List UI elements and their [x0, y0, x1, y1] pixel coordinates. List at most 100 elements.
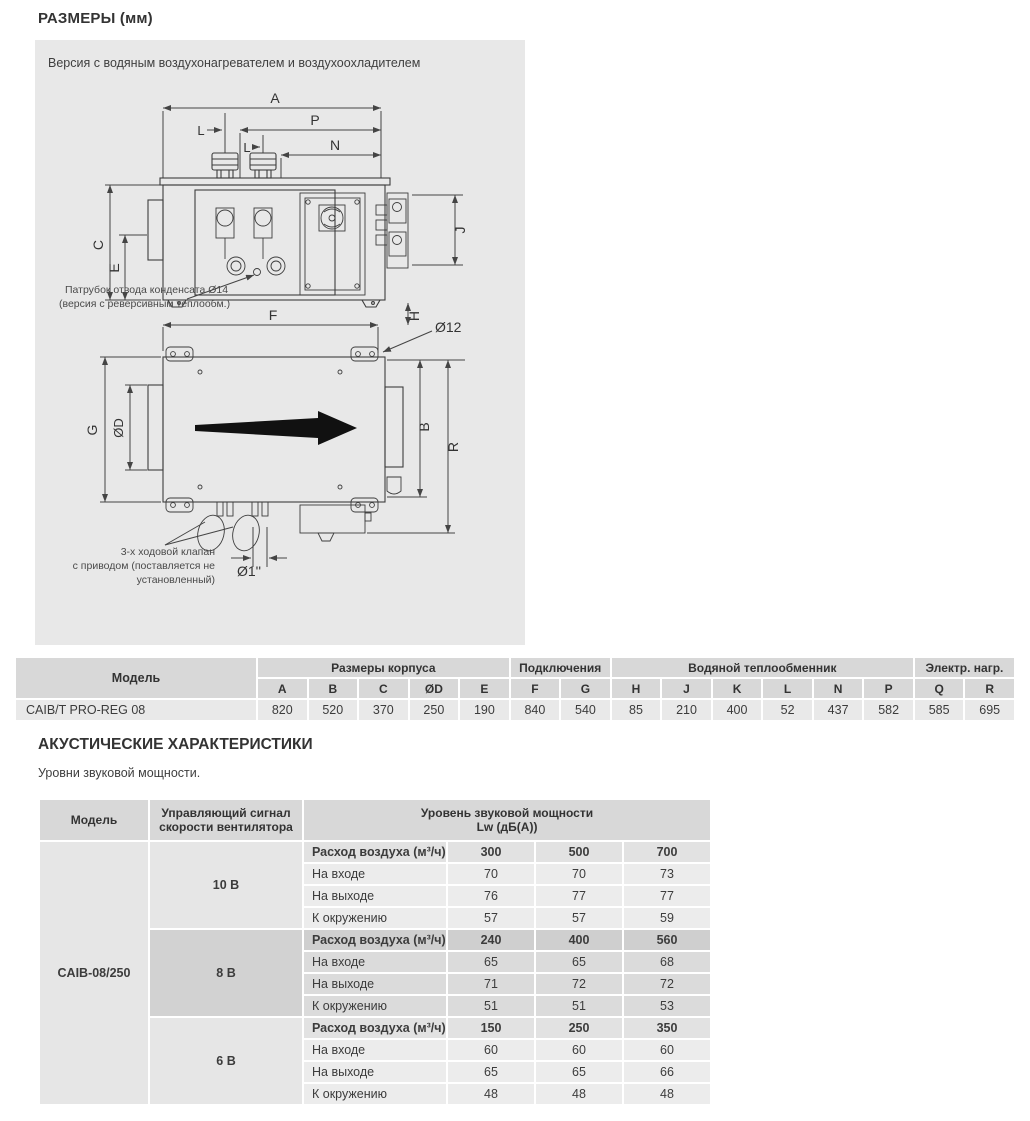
dims-value: 540 [561, 700, 610, 720]
ac-value: 76 [448, 886, 534, 906]
dim-d1: Ø1'' [237, 563, 261, 579]
dim-e: E [106, 263, 122, 272]
page-title: РАЗМЕРЫ (мм) [38, 10, 153, 27]
ac-value: 400 [536, 930, 622, 950]
dims-col: R [965, 679, 1014, 698]
dim-d12: Ø12 [435, 319, 462, 335]
dim-a: A [270, 90, 280, 106]
acoustics-table: Модель Управляющий сигнал скорости венти… [38, 798, 712, 1106]
ac-value: 60 [448, 1040, 534, 1060]
ac-value: 300 [448, 842, 534, 862]
dim-h: H [406, 311, 422, 321]
table-row: 8 В Расход воздуха (м³/ч) 240 400 560 [40, 930, 711, 1016]
ac-value: 77 [536, 886, 622, 906]
dim-j: J [452, 227, 468, 234]
ac-flow-label: Расход воздуха (м³/ч) [304, 1018, 446, 1038]
note-valve-3: установленный) [137, 574, 215, 586]
ac-value: 700 [624, 842, 711, 862]
dims-group-heatexchanger: Водяной теплообменник [611, 658, 913, 677]
ac-row-label: На выходе [304, 886, 446, 906]
ac-row-label: К окружению [304, 996, 446, 1016]
plan-view [147, 346, 404, 552]
note-condensate-2: (версия с реверсивным теплообм.) [59, 298, 230, 310]
acoustics-subheading: Уровни звуковой мощности. [38, 766, 201, 780]
dimensions-drawing-panel: Версия с водяным воздухонагревателем и в… [35, 40, 525, 645]
dims-group-connections: Подключения [510, 658, 610, 677]
dim-f: F [269, 307, 278, 323]
ac-row-label: На входе [304, 864, 446, 884]
ac-signal-10v: 10 В [150, 842, 302, 928]
ac-value: 65 [448, 952, 534, 972]
dims-value: 840 [510, 700, 560, 720]
ac-model-value: CAIB-08/250 [40, 842, 148, 1104]
dimensions-table: Модель Размеры корпуса Подключения Водян… [14, 656, 1016, 722]
ac-value: 500 [536, 842, 622, 862]
dim-l2: L [243, 140, 250, 155]
dims-value: 695 [965, 700, 1014, 720]
ac-row-label: На входе [304, 952, 446, 972]
ac-value: 77 [624, 886, 711, 906]
note-valve-2: с приводом (поставляется не [73, 560, 216, 572]
table-row: К окружению 51 51 53 [40, 996, 711, 1016]
dims-group-electric: Электр. нагр. [914, 658, 1014, 677]
ac-value: 71 [448, 974, 534, 994]
dims-col: N [813, 679, 863, 698]
ac-value: 250 [536, 1018, 622, 1038]
ac-value: 560 [624, 930, 711, 950]
dims-col: P [864, 679, 913, 698]
dims-col: G [561, 679, 610, 698]
dims-value: 250 [409, 700, 459, 720]
ac-value: 65 [536, 952, 622, 972]
ac-value: 66 [624, 1062, 711, 1082]
dims-value: 190 [460, 700, 509, 720]
dims-col: F [510, 679, 560, 698]
dims-value: 52 [763, 700, 812, 720]
ac-row-label: К окружению [304, 908, 446, 928]
table-row: На выходе 65 65 66 [40, 1062, 711, 1082]
ac-value: 150 [448, 1018, 534, 1038]
dims-col: H [611, 679, 661, 698]
ac-value: 48 [624, 1084, 711, 1104]
ac-value: 51 [536, 996, 622, 1016]
dims-value: 210 [662, 700, 711, 720]
dims-col: K [712, 679, 762, 698]
dims-col: C [359, 679, 408, 698]
ac-value: 57 [448, 908, 534, 928]
dim-r: R [445, 442, 461, 452]
ac-flow-label: Расход воздуха (м³/ч) [304, 842, 446, 862]
note-condensate-1: Патрубок отвода конденсата Ø14 [65, 284, 228, 296]
table-row: CAIB-08/250 10 В Расход воздуха (м³/ч) 3… [40, 842, 711, 1104]
note-valve-1: 3-х ходовой клапан [121, 546, 215, 558]
dims-value: 520 [308, 700, 358, 720]
dim-p: P [310, 112, 319, 128]
table-row: К окружению 57 57 59 [40, 908, 711, 928]
ac-value: 53 [624, 996, 711, 1016]
dims-col: B [308, 679, 358, 698]
technical-drawing: A P L L N C E J H F Ø12 G ØD B R Ø1'' Па… [59, 90, 468, 586]
dimension-lines [100, 105, 465, 567]
ac-value: 60 [536, 1040, 622, 1060]
ac-value: 72 [624, 974, 711, 994]
dims-value: 437 [813, 700, 863, 720]
ac-value: 70 [448, 864, 534, 884]
dims-value: 370 [359, 700, 408, 720]
dims-value: 400 [712, 700, 762, 720]
dim-g: G [84, 425, 100, 436]
ac-lw-header: Уровень звуковой мощности Lw (дБ(А)) [304, 800, 711, 840]
ac-value: 60 [624, 1040, 711, 1060]
ac-value: 350 [624, 1018, 711, 1038]
dims-col: A [258, 679, 307, 698]
dim-c: C [90, 240, 106, 250]
dims-col: L [763, 679, 812, 698]
dim-n: N [330, 137, 340, 153]
side-view [147, 152, 409, 308]
ac-value: 65 [536, 1062, 622, 1082]
ac-value: 65 [448, 1062, 534, 1082]
table-row: На входе 65 65 68 [40, 952, 711, 972]
dimension-labels: A P L L N C E J H F Ø12 G ØD B R Ø1'' [84, 90, 468, 579]
dims-model-header: Модель [16, 658, 256, 698]
ac-value: 51 [448, 996, 534, 1016]
ac-flow-label: Расход воздуха (м³/ч) [304, 930, 446, 950]
acoustics-heading: АКУСТИЧЕСКИЕ ХАРАКТЕРИСТИКИ [38, 736, 313, 753]
dims-value: 820 [258, 700, 307, 720]
